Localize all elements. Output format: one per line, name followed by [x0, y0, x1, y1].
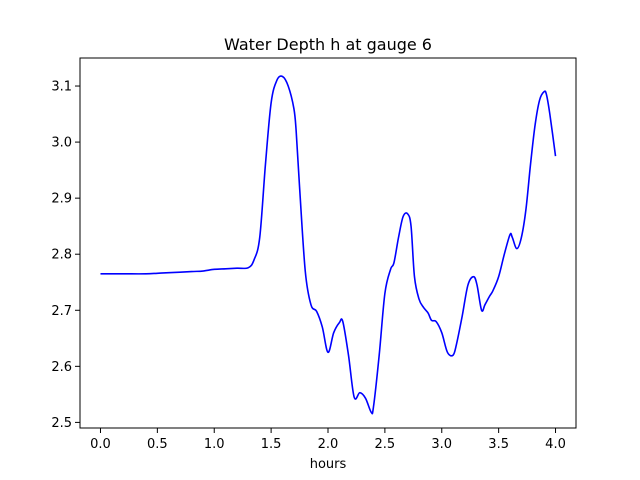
x-axis-ticks: 0.0 0.5 1.0 1.5 2.0 2.5 3.0 3.5 4.0 [90, 428, 566, 452]
y-tick-label: 3.1 [51, 80, 72, 95]
y-tick-label: 2.6 [51, 360, 72, 375]
plot-area [100, 75, 557, 415]
x-tick-label: 3.0 [431, 437, 452, 452]
x-tick-label: 2.5 [375, 437, 396, 452]
y-tick-label: 2.7 [51, 304, 72, 319]
x-tick-label: 1.5 [261, 437, 282, 452]
series-line [100, 75, 557, 415]
y-tick-label: 3.0 [51, 136, 72, 151]
y-tick-label: 2.9 [51, 192, 72, 207]
x-tick-label: 0.5 [147, 437, 168, 452]
x-tick-label: 2.0 [318, 437, 339, 452]
x-tick-label: 4.0 [545, 437, 566, 452]
x-tick-label: 0.0 [90, 437, 111, 452]
chart-title: Water Depth h at gauge 6 [224, 35, 432, 54]
y-axis-ticks: 2.5 2.6 2.7 2.8 2.9 3.0 3.1 [51, 80, 80, 431]
x-tick-label: 1.0 [204, 437, 225, 452]
axes-frame [79, 57, 577, 429]
y-tick-label: 2.5 [51, 416, 72, 431]
y-tick-label: 2.8 [51, 248, 72, 263]
x-axis-label: hours [310, 457, 347, 472]
x-tick-label: 3.5 [488, 437, 509, 452]
